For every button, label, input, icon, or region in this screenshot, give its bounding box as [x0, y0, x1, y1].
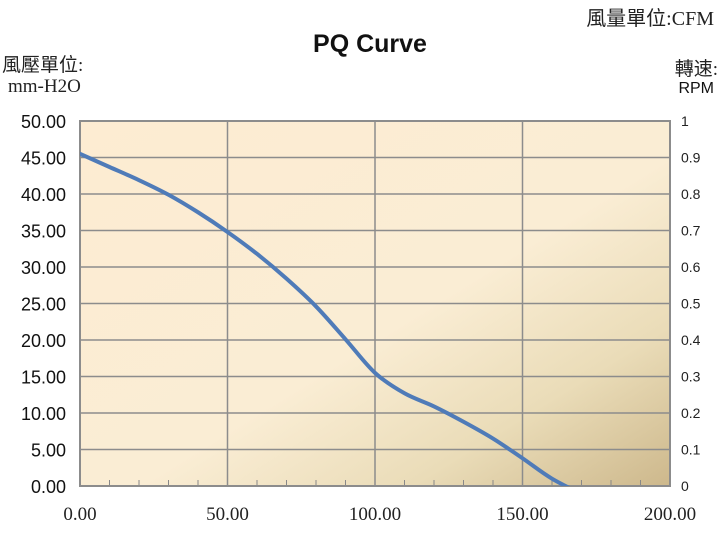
y2-tick-label: 0.9	[681, 150, 701, 166]
y-tick-label: 15.00	[21, 368, 66, 388]
y-tick-label: 45.00	[21, 149, 66, 169]
y-tick-label: 10.00	[21, 404, 66, 424]
x-tick-label: 200.00	[644, 504, 696, 525]
y-tick-label: 20.00	[21, 331, 66, 351]
y2-tick-label: 0.6	[681, 259, 701, 275]
y2-tick-label: 0.4	[681, 332, 701, 348]
y2-tick-label: 0.1	[681, 442, 701, 458]
y2-tick-label: 0.8	[681, 186, 701, 202]
y2-tick-label: 1	[681, 113, 689, 129]
chart-title: PQ Curve	[313, 30, 427, 58]
y-tick-label: 40.00	[21, 185, 66, 205]
y-axis-label-line2: mm-H2O	[8, 76, 81, 97]
x-tick-label: 0.00	[63, 504, 96, 525]
y-axis-label-line1: 風壓單位:	[2, 55, 84, 76]
y-tick-label: 5.00	[31, 441, 66, 461]
x-tick-label: 50.00	[206, 504, 249, 525]
y-tick-label: 0.00	[31, 477, 66, 497]
x-tick-label: 150.00	[496, 504, 548, 525]
y2-tick-label: 0.5	[681, 296, 701, 312]
plot-border	[79, 120, 671, 487]
flow-unit-label: 風量單位:CFM	[586, 8, 714, 30]
y2-tick-label: 0	[681, 478, 689, 494]
y-tick-label: 35.00	[21, 222, 66, 242]
secondary-y-axis-label-line1: 轉速:	[674, 59, 718, 80]
y-tick-label: 30.00	[21, 258, 66, 278]
pq-curve-line	[80, 151, 570, 486]
secondary-y-axis-label-line2: RPM	[678, 80, 714, 97]
y2-tick-label: 0.7	[681, 223, 701, 239]
y2-tick-label: 0.3	[681, 369, 701, 385]
x-tick-label: 100.00	[349, 504, 401, 525]
y2-tick-label: 0.2	[681, 405, 701, 421]
y-tick-label: 25.00	[21, 295, 66, 315]
y-tick-label: 50.00	[21, 112, 66, 132]
